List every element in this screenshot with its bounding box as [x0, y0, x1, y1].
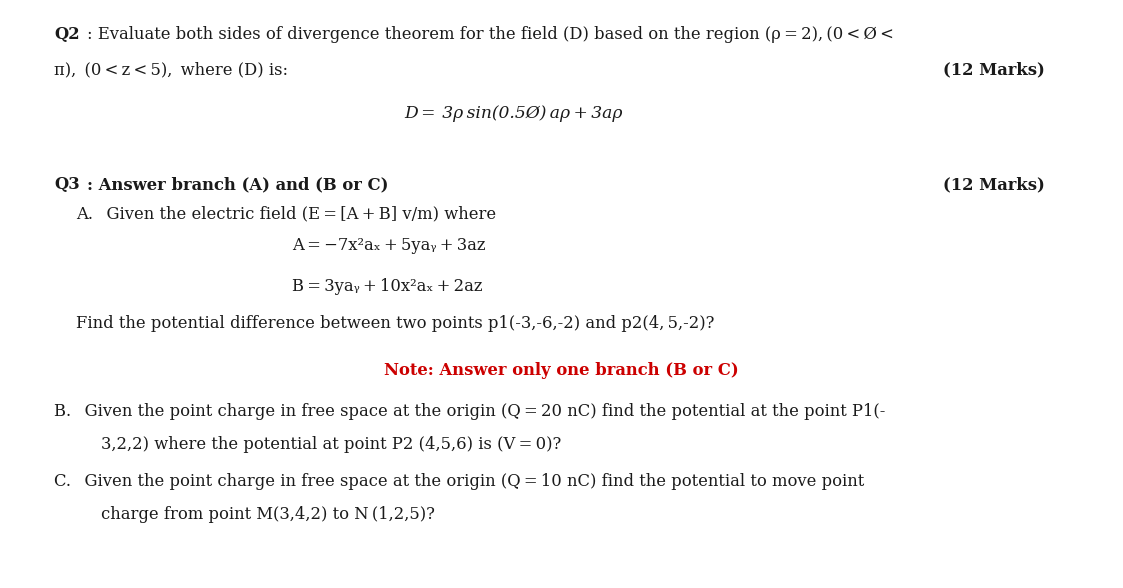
Text: : Evaluate both sides of divergence theorem for the field (D) based on the regio: : Evaluate both sides of divergence theo… [86, 26, 894, 44]
Text: Q3: Q3 [54, 176, 80, 193]
Text: Find the potential difference between two points p1(-3,-6,-2) and p2(4, 5,-2)?: Find the potential difference between tw… [76, 315, 714, 332]
Text: A = −7x²aₓ + 5yaᵧ + 3aᴢ: A = −7x²aₓ + 5yaᵧ + 3aᴢ [292, 237, 485, 254]
Text: (12 Marks): (12 Marks) [943, 62, 1046, 79]
Text: π), (0 < z < 5), where (D) is:: π), (0 < z < 5), where (D) is: [54, 62, 287, 79]
Text: B = 3yaᵧ + 10x²aₓ + 2aᴢ: B = 3yaᵧ + 10x²aₓ + 2aᴢ [292, 278, 483, 295]
Text: charge from point M(3,4,2) to N (1,2,5)?: charge from point M(3,4,2) to N (1,2,5)? [101, 506, 435, 523]
Text: B.  Given the point charge in free space at the origin (Q = 20 nC) find the pote: B. Given the point charge in free space … [54, 403, 885, 420]
Text: 3,2,2) where the potential at point P2 (4,5,6) is (V = 0)?: 3,2,2) where the potential at point P2 (… [101, 436, 562, 453]
Text: C.  Given the point charge in free space at the origin (Q = 10 nC) find the pote: C. Given the point charge in free space … [54, 473, 865, 490]
Text: Q2: Q2 [54, 26, 80, 44]
Text: D =  3ρ sin(0.5Ø) aρ + 3aρ: D = 3ρ sin(0.5Ø) aρ + 3aρ [404, 105, 623, 122]
Text: : Answer branch (A) and (B or C): : Answer branch (A) and (B or C) [86, 176, 389, 193]
Text: Note: Answer only one branch (B or C): Note: Answer only one branch (B or C) [384, 362, 739, 379]
Text: A.  Given the electric field (E = [A + B] v/m) where: A. Given the electric field (E = [A + B]… [76, 205, 496, 222]
Text: (12 Marks): (12 Marks) [943, 176, 1046, 193]
